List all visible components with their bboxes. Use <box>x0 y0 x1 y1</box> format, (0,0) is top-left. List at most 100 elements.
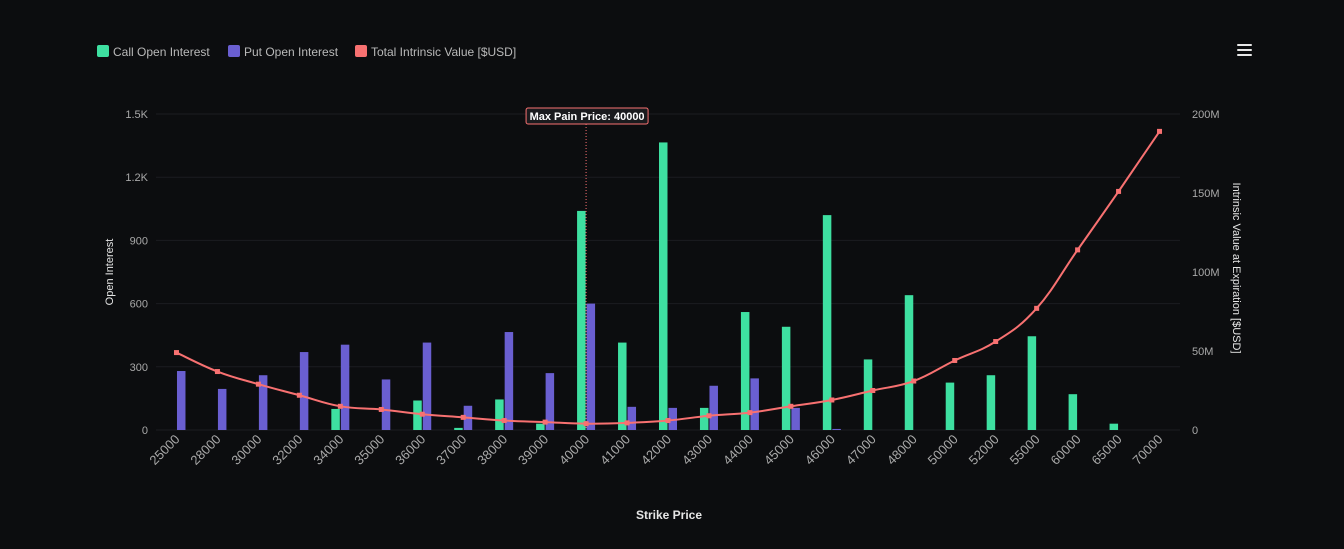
annotation: Max Pain Price: 40000 <box>525 107 649 430</box>
y2-tick-label: 100M <box>1192 267 1220 279</box>
intrinsic-point[interactable] <box>1034 305 1040 311</box>
legend-item-intrinsic[interactable]: Total Intrinsic Value [$USD] <box>355 45 516 59</box>
bar-put[interactable] <box>832 428 841 430</box>
intrinsic-point[interactable] <box>706 413 712 419</box>
bar-put[interactable] <box>176 371 186 430</box>
intrinsic-point[interactable] <box>1116 188 1122 194</box>
y-axis-left: 0 300 600 900 1.2K 1.5K <box>125 109 148 437</box>
intrinsic-point[interactable] <box>460 414 466 420</box>
x-axis: 25000 28000 30000 32000 34000 35000 36000 37000… <box>146 432 1165 468</box>
bar-put[interactable] <box>627 406 637 430</box>
bar-put[interactable] <box>750 378 759 430</box>
x-tick-label: 50000 <box>925 432 961 468</box>
bars <box>176 142 1119 430</box>
bar-call[interactable] <box>1109 423 1119 430</box>
intrinsic-point[interactable] <box>296 392 302 398</box>
intrinsic-point[interactable] <box>337 403 343 409</box>
x-tick-label: 43000 <box>679 432 715 468</box>
y2-tick-label: 200M <box>1192 109 1220 121</box>
bar-call[interactable] <box>781 326 791 430</box>
intrinsic-point[interactable] <box>788 403 794 409</box>
bar-put[interactable] <box>381 379 391 430</box>
y-tick-label: 300 <box>130 362 148 374</box>
bar-put[interactable] <box>299 352 309 430</box>
bar-call[interactable] <box>863 359 873 430</box>
bar-put[interactable] <box>422 342 432 430</box>
intrinsic-point[interactable] <box>173 350 179 356</box>
intrinsic-point[interactable] <box>952 357 958 363</box>
bar-put[interactable] <box>504 332 514 430</box>
bar-put[interactable] <box>586 303 596 430</box>
max-pain-label: Max Pain Price: 40000 <box>530 111 645 123</box>
legend-item-put[interactable]: Put Open Interest <box>228 45 339 59</box>
bar-call[interactable] <box>495 399 504 430</box>
bar-call[interactable] <box>699 407 709 430</box>
bar-call[interactable] <box>740 312 750 430</box>
bar-call[interactable] <box>945 382 955 430</box>
y-axis-right: 0 50M 100M 150M 200M <box>1192 109 1220 437</box>
legend-label-call: Call Open Interest <box>113 45 210 59</box>
intrinsic-point[interactable] <box>378 406 384 412</box>
intrinsic-point[interactable] <box>1157 128 1163 134</box>
x-tick-label: 46000 <box>802 432 838 468</box>
x-tick-label: 28000 <box>187 432 223 468</box>
y-tick-label: 1.2K <box>125 172 148 184</box>
bar-put[interactable] <box>709 385 718 430</box>
y-tick-label: 900 <box>130 235 148 247</box>
y2-tick-label: 50M <box>1192 346 1213 358</box>
intrinsic-point[interactable] <box>214 369 220 375</box>
y-tick-label: 0 <box>142 425 148 437</box>
intrinsic-point[interactable] <box>542 419 548 425</box>
legend: Call Open Interest Put Open Interest Tot… <box>97 45 516 59</box>
bar-put[interactable] <box>340 344 350 430</box>
bar-call[interactable] <box>331 408 340 430</box>
x-tick-label: 52000 <box>966 432 1002 468</box>
bar-put[interactable] <box>545 373 555 430</box>
intrinsic-point[interactable] <box>911 378 917 384</box>
intrinsic-point[interactable] <box>829 397 835 403</box>
intrinsic-point[interactable] <box>501 418 507 424</box>
intrinsic-point[interactable] <box>1075 247 1081 253</box>
intrinsic-point[interactable] <box>419 411 425 417</box>
bar-call[interactable] <box>454 427 463 430</box>
x-tick-label: 45000 <box>761 432 797 468</box>
x-tick-label: 25000 <box>146 432 182 468</box>
bar-call[interactable] <box>659 142 668 430</box>
bar-put[interactable] <box>217 388 227 430</box>
bar-call[interactable] <box>904 295 914 430</box>
x-tick-label: 32000 <box>269 432 305 468</box>
intrinsic-point[interactable] <box>583 421 589 427</box>
bar-call[interactable] <box>413 400 422 430</box>
intrinsic-line <box>173 128 1163 427</box>
y2-tick-label: 0 <box>1192 425 1198 437</box>
bar-call[interactable] <box>536 423 545 430</box>
intrinsic-point[interactable] <box>993 339 999 345</box>
bar-call[interactable] <box>1027 336 1037 430</box>
intrinsic-point[interactable] <box>870 388 876 393</box>
x-tick-label: 38000 <box>474 432 510 468</box>
x-tick-label: 36000 <box>392 432 428 468</box>
x-tick-label: 47000 <box>843 432 879 468</box>
x-tick-label: 40000 <box>556 432 592 468</box>
bar-call[interactable] <box>986 375 996 430</box>
bar-call[interactable] <box>1068 394 1078 430</box>
bar-put[interactable] <box>258 375 268 430</box>
bar-put[interactable] <box>668 407 678 430</box>
intrinsic-point[interactable] <box>665 418 671 424</box>
x-tick-label: 55000 <box>1007 432 1043 468</box>
x-tick-label: 35000 <box>351 432 387 468</box>
intrinsic-point[interactable] <box>255 381 261 387</box>
intrinsic-point[interactable] <box>624 420 630 426</box>
legend-label-intrinsic: Total Intrinsic Value [$USD] <box>371 45 516 59</box>
x-tick-label: 60000 <box>1048 432 1084 468</box>
legend-swatch-intrinsic <box>355 45 367 57</box>
bar-call[interactable] <box>577 210 586 430</box>
legend-item-call[interactable]: Call Open Interest <box>97 45 210 59</box>
hamburger-menu-icon[interactable] <box>1237 44 1252 56</box>
bar-put[interactable] <box>791 407 800 430</box>
intrinsic-point[interactable] <box>747 410 753 416</box>
bar-call[interactable] <box>618 342 627 430</box>
x-tick-label: 34000 <box>310 432 346 468</box>
legend-swatch-put <box>228 45 240 57</box>
bar-call[interactable] <box>822 215 832 430</box>
